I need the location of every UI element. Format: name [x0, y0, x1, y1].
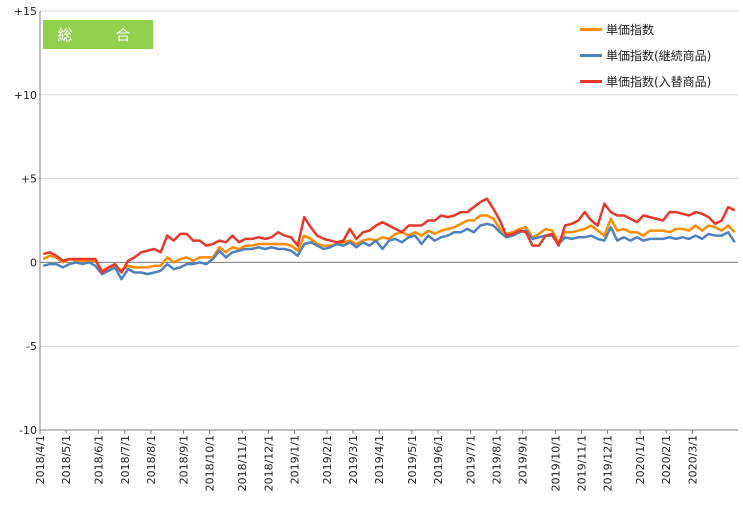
x-tick-label: 2019/11/1	[575, 435, 588, 491]
series-line-1	[42, 222, 736, 281]
y-tick-label: -10	[19, 424, 37, 437]
x-tick-label: 2020/2/1	[660, 435, 673, 484]
legend-item-price-index: 単価指数	[580, 16, 711, 42]
x-tick-label: 2019/7/1	[465, 435, 478, 484]
x-tick-label: 2018/8/1	[145, 435, 158, 484]
legend-item-replacement-products: 単価指数(入替商品)	[580, 68, 711, 94]
x-tick-label: 2019/4/1	[373, 435, 386, 484]
y-tick-label: -5	[26, 340, 37, 353]
x-tick-label: 2018/10/1	[204, 435, 217, 491]
x-tick-label: 2019/1/1	[288, 435, 301, 484]
legend-swatch-replacement-products	[580, 79, 602, 83]
panel-badge-label: 総 合	[57, 26, 145, 44]
panel-badge: 総 合	[43, 20, 153, 49]
x-tick-label: 2018/11/1	[236, 435, 249, 491]
x-tick-label: 2019/10/1	[549, 435, 562, 491]
x-tick-label: 2020/3/1	[686, 435, 699, 484]
legend-label-continuing-products: 単価指数(継続商品)	[606, 48, 712, 63]
x-tick-label: 2018/12/1	[262, 435, 275, 491]
legend-swatch-price-index	[580, 27, 602, 31]
x-tick-label: 2019/5/1	[406, 435, 419, 484]
x-tick-label: 2019/9/1	[517, 435, 530, 484]
legend-label-price-index: 単価指数	[606, 22, 655, 37]
legend-swatch-continuing-products	[580, 53, 602, 57]
x-tick-label: 2020/1/1	[634, 435, 647, 484]
x-tick-label: 2018/4/1	[34, 435, 47, 484]
x-tick-label: 2019/12/1	[602, 435, 615, 491]
x-tick-label: 2019/8/1	[491, 435, 504, 484]
y-tick-label: +10	[14, 89, 37, 102]
legend-item-continuing-products: 単価指数(継続商品)	[580, 42, 711, 68]
legend-label-replacement-products: 単価指数(入替商品)	[606, 74, 712, 89]
y-tick-label: +15	[14, 5, 37, 18]
x-tick-label: 2018/9/1	[178, 435, 191, 484]
x-tick-label: 2019/2/1	[321, 435, 334, 484]
y-tick-label: +5	[21, 173, 37, 186]
x-tick-label: 2018/5/1	[60, 435, 73, 484]
x-tick-label: 2018/7/1	[119, 435, 132, 484]
x-tick-label: 2019/6/1	[432, 435, 445, 484]
x-tick-label: 2018/6/1	[93, 435, 106, 484]
y-tick-label: 0	[30, 256, 37, 269]
x-tick-label: 2019/3/1	[347, 435, 360, 484]
series-line-0	[42, 214, 736, 273]
series-line-2	[42, 197, 736, 274]
legend: 単価指数 単価指数(継続商品) 単価指数(入替商品)	[580, 16, 711, 94]
